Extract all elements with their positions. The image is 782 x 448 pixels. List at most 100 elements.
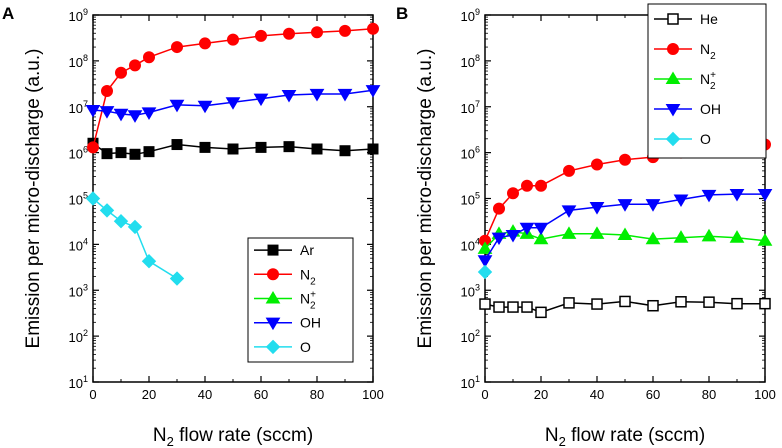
x-tick-label: 80 bbox=[310, 387, 324, 402]
y-tick-base: 10 bbox=[461, 147, 475, 162]
data-point bbox=[647, 299, 659, 312]
y-tick-exp: 5 bbox=[475, 191, 480, 201]
legend-entry-name: OH bbox=[300, 315, 321, 331]
x-tick-label: 20 bbox=[142, 387, 156, 402]
x-tick-label: 0 bbox=[89, 387, 96, 402]
y-tick-base: 10 bbox=[69, 101, 83, 116]
y-tick-label: 102 bbox=[69, 328, 88, 345]
legend-entry: N+ 2 bbox=[700, 70, 716, 92]
panel-letter: A bbox=[2, 4, 14, 23]
y-tick-exp: 7 bbox=[83, 99, 88, 109]
data-point bbox=[591, 298, 603, 310]
legend-marker bbox=[265, 291, 281, 304]
y-tick-label: 102 bbox=[461, 328, 480, 345]
data-point bbox=[85, 104, 101, 118]
legend-entry: O bbox=[300, 339, 311, 355]
data-point bbox=[729, 189, 745, 202]
legend-marker bbox=[665, 103, 681, 117]
legend-marker bbox=[267, 244, 279, 256]
data-point bbox=[519, 222, 535, 236]
x-tick-label: 0 bbox=[481, 387, 488, 402]
data-point bbox=[645, 231, 661, 245]
data-point bbox=[255, 141, 267, 153]
data-point bbox=[701, 228, 717, 242]
data-point bbox=[129, 148, 141, 160]
y-tick-label: 109 bbox=[69, 7, 88, 24]
data-point bbox=[563, 164, 575, 177]
y-tick-base: 10 bbox=[69, 330, 83, 345]
data-point bbox=[227, 143, 239, 155]
data-point bbox=[255, 29, 267, 42]
data-point bbox=[673, 230, 689, 243]
x-axis-title-n: N bbox=[153, 425, 167, 446]
data-point bbox=[143, 51, 155, 64]
data-point bbox=[759, 297, 771, 310]
data-point bbox=[507, 301, 519, 313]
data-point bbox=[283, 141, 295, 153]
y-tick-base: 10 bbox=[461, 238, 475, 253]
y-tick-base: 10 bbox=[69, 147, 83, 162]
data-point bbox=[337, 88, 353, 102]
y-tick-label: 101 bbox=[69, 374, 88, 391]
legend-entry-name: N bbox=[700, 41, 710, 57]
data-point bbox=[339, 145, 351, 157]
series-o bbox=[477, 264, 493, 280]
y-tick-exp: 1 bbox=[475, 374, 480, 384]
data-point bbox=[533, 231, 549, 245]
series-he bbox=[479, 295, 771, 319]
data-point bbox=[169, 99, 185, 113]
y-tick-exp: 9 bbox=[83, 7, 88, 17]
data-point bbox=[115, 147, 127, 159]
legend-entry-sub: 2 bbox=[310, 301, 316, 312]
y-tick-exp: 7 bbox=[475, 99, 480, 109]
legend-entry: He bbox=[700, 11, 718, 27]
data-point bbox=[199, 141, 211, 153]
y-tick-label: 108 bbox=[69, 53, 88, 70]
series-oh bbox=[477, 189, 773, 268]
y-tick-exp: 1 bbox=[83, 374, 88, 384]
data-point bbox=[757, 189, 773, 202]
data-point bbox=[617, 227, 633, 241]
y-tick-label: 109 bbox=[461, 7, 480, 24]
data-point bbox=[141, 107, 157, 120]
data-point bbox=[535, 306, 547, 319]
y-tick-label: 108 bbox=[461, 53, 480, 70]
data-point bbox=[113, 108, 129, 122]
data-point bbox=[619, 295, 631, 308]
data-point bbox=[703, 296, 715, 308]
data-point bbox=[141, 253, 157, 269]
y-tick-exp: 8 bbox=[83, 53, 88, 63]
data-point bbox=[477, 255, 493, 268]
data-point bbox=[367, 143, 379, 155]
data-point bbox=[505, 229, 521, 243]
data-point bbox=[339, 24, 351, 37]
data-point bbox=[283, 27, 295, 40]
y-tick-base: 10 bbox=[461, 330, 475, 345]
legend-entry: O bbox=[700, 131, 711, 147]
data-point bbox=[477, 264, 493, 280]
legend-entry-name: N bbox=[300, 266, 310, 282]
y-tick-exp: 9 bbox=[475, 7, 480, 17]
y-tick-label: 105 bbox=[461, 191, 480, 208]
x-axis-title: N2 flow rate (sccm) bbox=[545, 425, 705, 448]
legend-marker bbox=[267, 268, 279, 281]
x-axis-title-rest: flow rate (sccm) bbox=[174, 425, 313, 446]
data-point bbox=[491, 232, 507, 246]
y-tick-base: 10 bbox=[69, 193, 83, 208]
x-tick-label: 20 bbox=[534, 387, 548, 402]
legend-entry-name: O bbox=[300, 339, 311, 355]
y-tick-base: 10 bbox=[461, 376, 475, 391]
data-point bbox=[521, 179, 533, 192]
series-line bbox=[92, 28, 374, 148]
y-tick-base: 10 bbox=[69, 55, 83, 70]
data-point bbox=[85, 191, 101, 206]
y-tick-exp: 3 bbox=[83, 282, 88, 292]
panel-a: A0 20 40 60 80 100101102103104105106107108109… bbox=[2, 4, 384, 448]
y-tick-base: 10 bbox=[461, 284, 475, 299]
data-point bbox=[561, 205, 577, 218]
x-tick-label: 40 bbox=[590, 387, 604, 402]
x-axis-title-rest: flow rate (sccm) bbox=[566, 425, 705, 446]
